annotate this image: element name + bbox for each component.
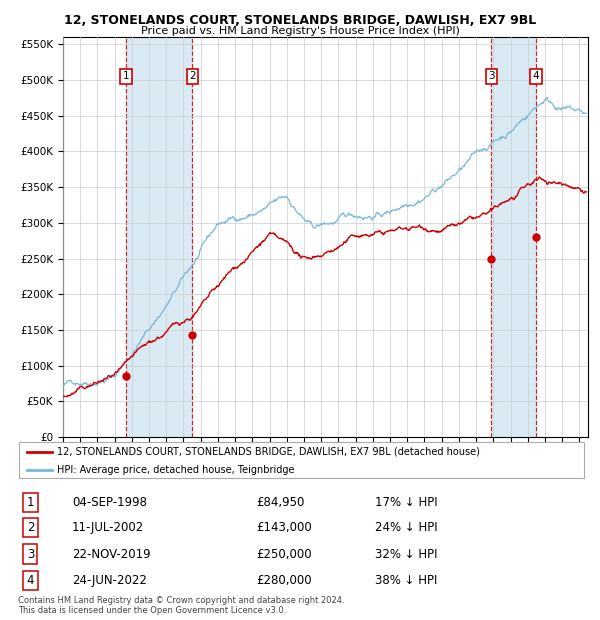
Text: 12, STONELANDS COURT, STONELANDS BRIDGE, DAWLISH, EX7 9BL (detached house): 12, STONELANDS COURT, STONELANDS BRIDGE,… [56, 447, 479, 457]
Text: 3: 3 [27, 547, 34, 560]
Text: HPI: Average price, detached house, Teignbridge: HPI: Average price, detached house, Teig… [56, 466, 294, 476]
Text: 24% ↓ HPI: 24% ↓ HPI [375, 521, 438, 534]
Text: Contains HM Land Registry data © Crown copyright and database right 2024.: Contains HM Land Registry data © Crown c… [18, 596, 344, 604]
Text: 22-NOV-2019: 22-NOV-2019 [72, 547, 151, 560]
Text: 17% ↓ HPI: 17% ↓ HPI [375, 496, 438, 509]
Text: 1: 1 [123, 71, 130, 81]
Text: 11-JUL-2002: 11-JUL-2002 [72, 521, 144, 534]
Text: 12, STONELANDS COURT, STONELANDS BRIDGE, DAWLISH, EX7 9BL: 12, STONELANDS COURT, STONELANDS BRIDGE,… [64, 14, 536, 27]
Text: 4: 4 [27, 574, 34, 587]
Bar [491, 37, 536, 437]
Text: Price paid vs. HM Land Registry's House Price Index (HPI): Price paid vs. HM Land Registry's House … [140, 26, 460, 36]
Text: 2: 2 [27, 521, 34, 534]
Text: 3: 3 [488, 71, 495, 81]
Bar [126, 37, 193, 437]
Text: 2: 2 [189, 71, 196, 81]
Text: 1: 1 [27, 496, 34, 509]
Text: This data is licensed under the Open Government Licence v3.0.: This data is licensed under the Open Gov… [18, 606, 286, 614]
Text: £84,950: £84,950 [256, 496, 305, 509]
Text: 32% ↓ HPI: 32% ↓ HPI [375, 547, 438, 560]
Text: 38% ↓ HPI: 38% ↓ HPI [375, 574, 437, 587]
Text: £280,000: £280,000 [256, 574, 312, 587]
Text: 4: 4 [533, 71, 539, 81]
Text: 04-SEP-1998: 04-SEP-1998 [72, 496, 147, 509]
Text: £250,000: £250,000 [256, 547, 312, 560]
FancyBboxPatch shape [19, 442, 584, 478]
Text: £143,000: £143,000 [256, 521, 312, 534]
Text: 24-JUN-2022: 24-JUN-2022 [72, 574, 147, 587]
